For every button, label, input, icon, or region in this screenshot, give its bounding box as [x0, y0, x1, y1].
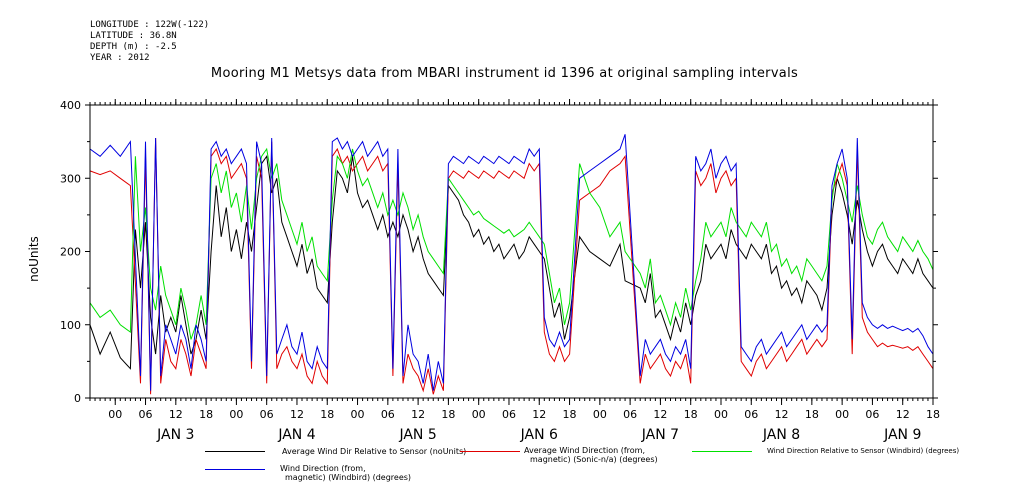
x-tick-label: 06	[744, 408, 758, 421]
x-tick-label: 18	[441, 408, 455, 421]
chart-title: Mooring M1 Metsys data from MBARI instru…	[210, 66, 799, 81]
x-tick-label: 18	[563, 408, 577, 421]
x-day-label: JAN 5	[398, 427, 436, 443]
legend-label-black: Average Wind Dir Relative to Sensor (noU…	[282, 447, 467, 456]
legend-label-red-2: magnetic) (Sonic-n/a) (degrees)	[530, 455, 658, 464]
x-tick-label: 18	[926, 408, 940, 421]
x-tick-label: 00	[472, 408, 486, 421]
x-tick-label: 06	[502, 408, 516, 421]
x-day-label: JAN 7	[641, 427, 679, 443]
depth-label: DEPTH (m) : -2.5	[90, 42, 177, 52]
x-tick-label: 12	[775, 408, 789, 421]
x-tick-label: 00	[229, 408, 243, 421]
y-tick-label: 0	[74, 392, 81, 405]
x-tick-label: 06	[381, 408, 395, 421]
x-day-label: JAN 3	[156, 427, 194, 443]
legend-swatch-red	[460, 451, 520, 452]
y-tick-label: 100	[60, 319, 81, 332]
x-tick-label: 12	[169, 408, 183, 421]
legend-swatch-green	[692, 451, 752, 452]
x-tick-label: 00	[835, 408, 849, 421]
series-2-line	[89, 147, 934, 340]
y-tick-label: 200	[60, 246, 81, 259]
axis-layer: 0 100 200 300 400 00 06 12 18 00 06 12 18 00 06 12 18 00 0…	[60, 99, 940, 443]
longitude-label: LONGITUDE : 122W(-122)	[90, 20, 210, 30]
x-tick-label: 06	[260, 408, 274, 421]
legend-swatch-blue	[205, 469, 265, 470]
x-tick-label: 18	[199, 408, 213, 421]
x-tick-label: 06	[623, 408, 637, 421]
x-tick-label: 06	[865, 408, 879, 421]
x-day-label: JAN 9	[883, 427, 921, 443]
x-tick-label: 12	[653, 408, 667, 421]
x-day-label: JAN 8	[762, 427, 800, 443]
legend-label-blue-2: magnetic) (Windbird) (degrees)	[285, 473, 412, 482]
legend-swatch-black	[205, 451, 265, 452]
y-tick-label: 300	[60, 172, 81, 185]
x-tick-label: 12	[532, 408, 546, 421]
legend-label-green: Wind Direction Relative to Sensor (Windb…	[767, 447, 960, 455]
x-tick-label: 12	[896, 408, 910, 421]
y-tick-label: 400	[60, 99, 81, 112]
x-tick-label: 00	[351, 408, 365, 421]
year-label: YEAR : 2012	[90, 53, 150, 63]
x-day-label: JAN 6	[520, 427, 558, 443]
x-tick-label: 18	[684, 408, 698, 421]
x-tick-label: 18	[805, 408, 819, 421]
x-tick-label: 00	[108, 408, 122, 421]
x-tick-label: 00	[593, 408, 607, 421]
metadata-block: LONGITUDE : 122W(-122) LATITUDE : 36.8N …	[90, 20, 209, 64]
x-tick-label: 12	[411, 408, 425, 421]
legend-label-blue-1: Wind Direction (from,	[280, 464, 366, 473]
series-3-line	[89, 134, 934, 391]
latitude-label: LATITUDE : 36.8N	[90, 31, 177, 41]
series-1-line	[89, 137, 934, 395]
x-tick-label: 12	[290, 408, 304, 421]
x-tick-label: 06	[139, 408, 153, 421]
series-layer	[89, 134, 934, 395]
series-0-line	[89, 154, 934, 370]
x-tick-label: 00	[714, 408, 728, 421]
x-day-label: JAN 4	[277, 427, 315, 443]
x-tick-label: 18	[320, 408, 334, 421]
legend-label-red-1: Average Wind Direction (from,	[524, 446, 646, 455]
